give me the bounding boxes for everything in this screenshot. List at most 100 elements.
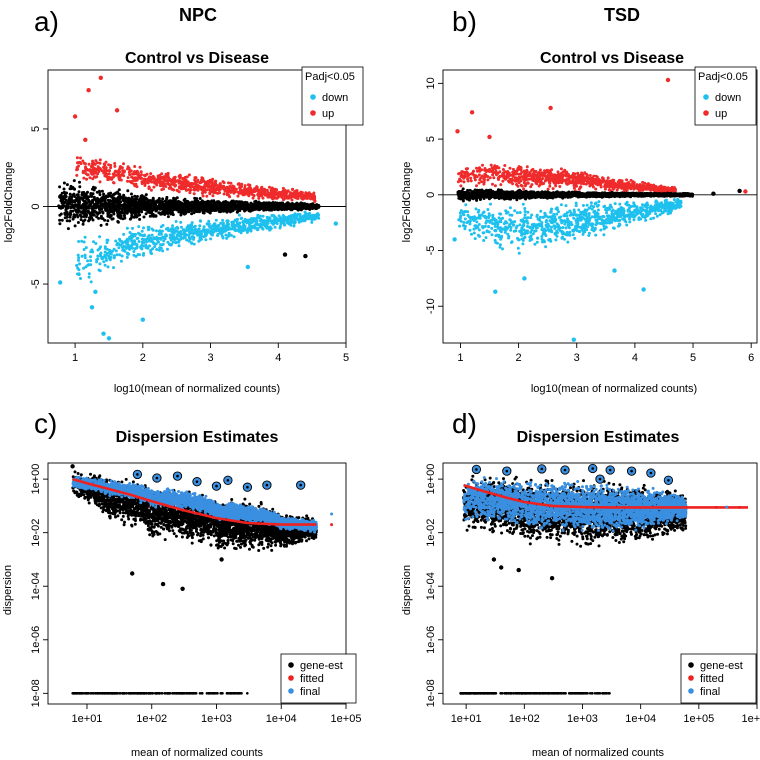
down-point [237, 229, 241, 233]
up-point [133, 165, 137, 168]
down-point [312, 214, 316, 218]
up-point [228, 184, 232, 188]
not-significant-point [233, 200, 237, 204]
down-point [275, 222, 279, 226]
up-point [248, 189, 251, 193]
up-point [194, 181, 198, 185]
down-point [277, 219, 281, 223]
not-significant-point [239, 205, 242, 209]
not-significant-point [90, 216, 94, 220]
down-point [114, 239, 118, 243]
not-significant-point [214, 201, 218, 205]
not-significant-point [141, 202, 145, 206]
not-significant-point [59, 199, 63, 203]
up-point [205, 194, 209, 198]
down-point [125, 255, 129, 259]
x-tick-label: 3 [207, 352, 213, 364]
not-significant-point [66, 227, 70, 231]
y-tick-label: 0 [30, 203, 42, 209]
not-significant-point [85, 213, 89, 217]
down-point [140, 243, 144, 247]
legend: Padj<0.05 down up [301, 66, 364, 126]
down-point [78, 262, 81, 266]
not-significant-point [64, 198, 68, 202]
up-point [113, 162, 117, 165]
up-point [149, 178, 152, 182]
up-point [148, 175, 152, 179]
down-point [107, 256, 111, 260]
not-significant-point [83, 201, 87, 205]
down-point [128, 231, 132, 234]
up-point [272, 187, 276, 191]
not-significant-point [74, 208, 78, 212]
up-point [201, 190, 205, 194]
up-point [251, 196, 255, 200]
up-point [559, 167, 563, 171]
down-point [196, 233, 200, 236]
outlier-point [106, 336, 112, 341]
not-significant-point [119, 216, 123, 220]
down-point [105, 247, 109, 251]
not-significant-point [172, 196, 176, 200]
not-significant-point [98, 193, 102, 197]
down-point [98, 235, 102, 239]
up-point [232, 190, 236, 194]
down-point [252, 219, 256, 223]
not-significant-point [175, 200, 178, 204]
down-point [132, 250, 136, 253]
up-point [211, 183, 214, 187]
up-point [138, 165, 142, 169]
up-point [147, 186, 151, 190]
down-point [162, 239, 166, 243]
up-point [166, 182, 170, 186]
up-point [82, 161, 86, 165]
down-point [308, 212, 312, 216]
up-point [287, 194, 291, 198]
down-point [155, 235, 159, 239]
up-point [493, 184, 497, 188]
down-point [161, 249, 165, 253]
legend-label-up: up [322, 108, 334, 120]
not-significant-point [109, 194, 113, 198]
down-point [217, 224, 221, 228]
down-point [177, 244, 181, 248]
up-point [481, 163, 484, 167]
up-point [102, 171, 106, 175]
up-point [177, 190, 181, 194]
down-point [140, 240, 144, 244]
not-significant-point [182, 198, 186, 202]
up-point [103, 163, 107, 167]
ma-plot-npc: Control vs Disease log10(mean of normali… [3, 50, 364, 395]
down-point [76, 253, 80, 257]
not-significant-point [154, 206, 158, 210]
down-point [89, 259, 93, 263]
not-significant-point [142, 195, 146, 199]
down-point [75, 263, 79, 267]
up-point [499, 174, 503, 178]
down-point [273, 225, 277, 229]
not-significant-point [114, 207, 118, 211]
down-point [280, 217, 283, 221]
down-point [137, 225, 141, 229]
legend-label-down: down [322, 92, 348, 104]
up-point [82, 176, 86, 180]
up-point [104, 170, 108, 173]
down-point [239, 217, 243, 221]
up-point [211, 177, 215, 181]
up-point [222, 192, 226, 196]
not-significant-point [225, 200, 228, 204]
down-point [77, 240, 81, 243]
up-point [272, 190, 276, 194]
not-significant-point [101, 211, 105, 215]
not-significant-point [122, 193, 126, 197]
down-point [125, 246, 128, 250]
outlier-point [114, 108, 120, 113]
up-point [293, 190, 297, 193]
up-point [81, 171, 85, 175]
not-significant-point [62, 201, 66, 205]
down-point [256, 213, 260, 217]
not-significant-point [137, 208, 141, 212]
not-significant-point [117, 188, 121, 192]
down-point [176, 230, 179, 233]
up-point [166, 171, 170, 175]
